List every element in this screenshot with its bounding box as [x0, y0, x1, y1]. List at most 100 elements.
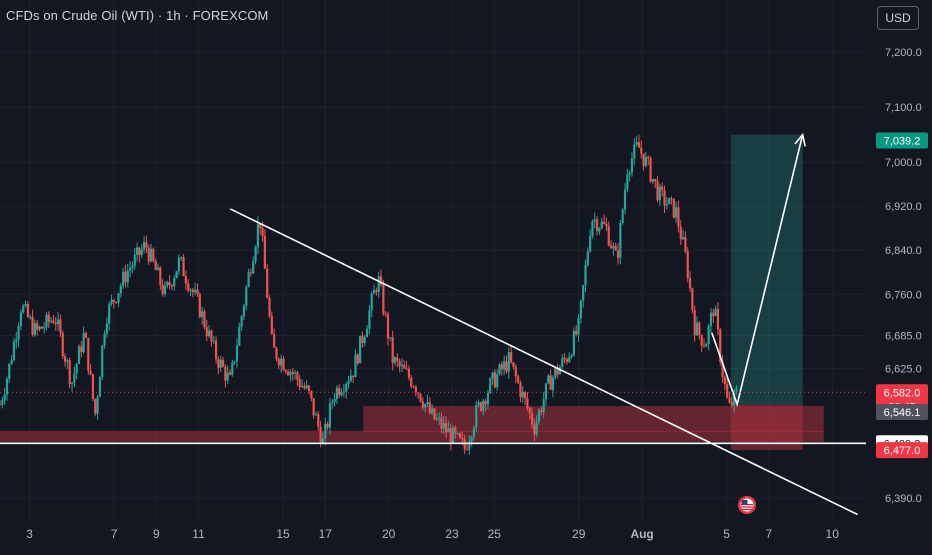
candle-body — [226, 372, 229, 381]
candle-body — [419, 393, 422, 402]
candle-body — [291, 371, 294, 374]
time-axis[interactable]: 3 7 9 11 15 17 20 23 25 29 Aug 5 7 10 — [26, 527, 839, 541]
trendline[interactable] — [229, 208, 858, 516]
candle-body — [117, 293, 120, 303]
candle-body — [486, 393, 490, 405]
us-flag-icon[interactable] — [738, 496, 756, 514]
candle-body — [600, 221, 603, 229]
candle-body — [451, 427, 455, 443]
price-label-text: 7,039.2 — [884, 136, 921, 148]
candle-body — [198, 293, 201, 318]
candle-body — [528, 408, 531, 413]
candle-body — [565, 359, 569, 362]
candle-body — [324, 423, 327, 439]
candle-body — [228, 372, 232, 375]
price-label-text: 6,477.0 — [884, 445, 921, 457]
candle-body — [695, 322, 699, 336]
candle-body — [379, 276, 383, 285]
candle-body — [568, 356, 571, 362]
candle-body — [303, 385, 306, 389]
candle-body — [424, 404, 427, 408]
candle-body — [3, 394, 6, 401]
time-tick-label: 25 — [488, 527, 502, 541]
candle-body — [735, 388, 738, 391]
projection-arrow[interactable] — [711, 134, 804, 408]
candle-body — [496, 374, 499, 388]
candle-body — [73, 373, 76, 383]
candle-body — [661, 186, 664, 191]
candle-body — [688, 278, 692, 289]
candle-body — [328, 403, 332, 428]
candle-body — [602, 221, 606, 224]
candle-body — [640, 147, 643, 154]
candle-body — [263, 236, 266, 269]
candle-body — [238, 326, 241, 346]
candle-body — [268, 298, 271, 316]
candle-body — [365, 328, 369, 338]
candle-body — [305, 385, 308, 389]
candle-body — [521, 391, 524, 398]
candle-body — [333, 398, 336, 403]
candle-body — [498, 364, 501, 375]
candle-body — [319, 426, 322, 445]
candle-body — [331, 402, 334, 404]
candle-body — [598, 228, 601, 232]
time-tick-label: 5 — [723, 527, 730, 541]
candle-body — [447, 428, 450, 433]
candle-body — [403, 364, 406, 369]
currency-button[interactable]: USD — [877, 6, 919, 30]
candle-body — [616, 250, 620, 258]
candle-body — [465, 448, 469, 450]
candle-body — [503, 361, 506, 370]
candle-body — [203, 311, 206, 328]
candle-body — [135, 247, 139, 255]
candle-body — [721, 361, 724, 378]
flag-stripe — [741, 506, 753, 508]
candle-body — [547, 375, 550, 384]
candle-body — [363, 337, 366, 343]
stop-zone — [0, 430, 824, 442]
candle-body — [619, 223, 622, 258]
candle-body — [593, 219, 596, 221]
candle-body — [15, 339, 18, 342]
candle-body — [417, 392, 420, 394]
candle-body — [159, 267, 162, 285]
candle-body — [584, 265, 587, 286]
candle-body — [26, 303, 29, 317]
candle-body — [1, 400, 4, 405]
candle-body — [242, 305, 246, 317]
stop-zone — [730, 404, 803, 451]
candle-body — [180, 257, 183, 259]
time-tick-label: 3 — [26, 527, 33, 541]
price-axis[interactable]: 7,200.0 7,100.0 7,000.0 6,920.0 6,840.0 6,760… — [885, 47, 922, 505]
price-tick-label: 6,625.0 — [885, 364, 922, 376]
candle-body — [372, 290, 376, 294]
candle-body — [681, 237, 685, 240]
candle-body — [91, 374, 95, 399]
candle-body — [698, 322, 701, 335]
candle-body — [361, 335, 364, 343]
candle-body — [544, 383, 548, 400]
candle-body — [707, 325, 710, 345]
candle-body — [17, 326, 20, 340]
candle-body — [389, 337, 392, 339]
candle-body — [208, 330, 211, 337]
candle-body — [101, 345, 104, 378]
candle-body — [479, 402, 483, 411]
candle-body — [517, 376, 520, 383]
candle-body — [310, 390, 313, 399]
candle-body — [407, 368, 411, 378]
candle-body — [656, 181, 659, 201]
candle-body — [691, 288, 694, 311]
candle-body — [463, 439, 466, 449]
candle-body — [298, 379, 301, 387]
candle-body — [449, 428, 452, 443]
candle-body — [126, 270, 129, 283]
candle-body — [647, 157, 650, 159]
candle-body — [182, 257, 185, 277]
candle-body — [63, 356, 67, 362]
candle-body — [52, 320, 55, 323]
candle-body — [24, 303, 27, 306]
